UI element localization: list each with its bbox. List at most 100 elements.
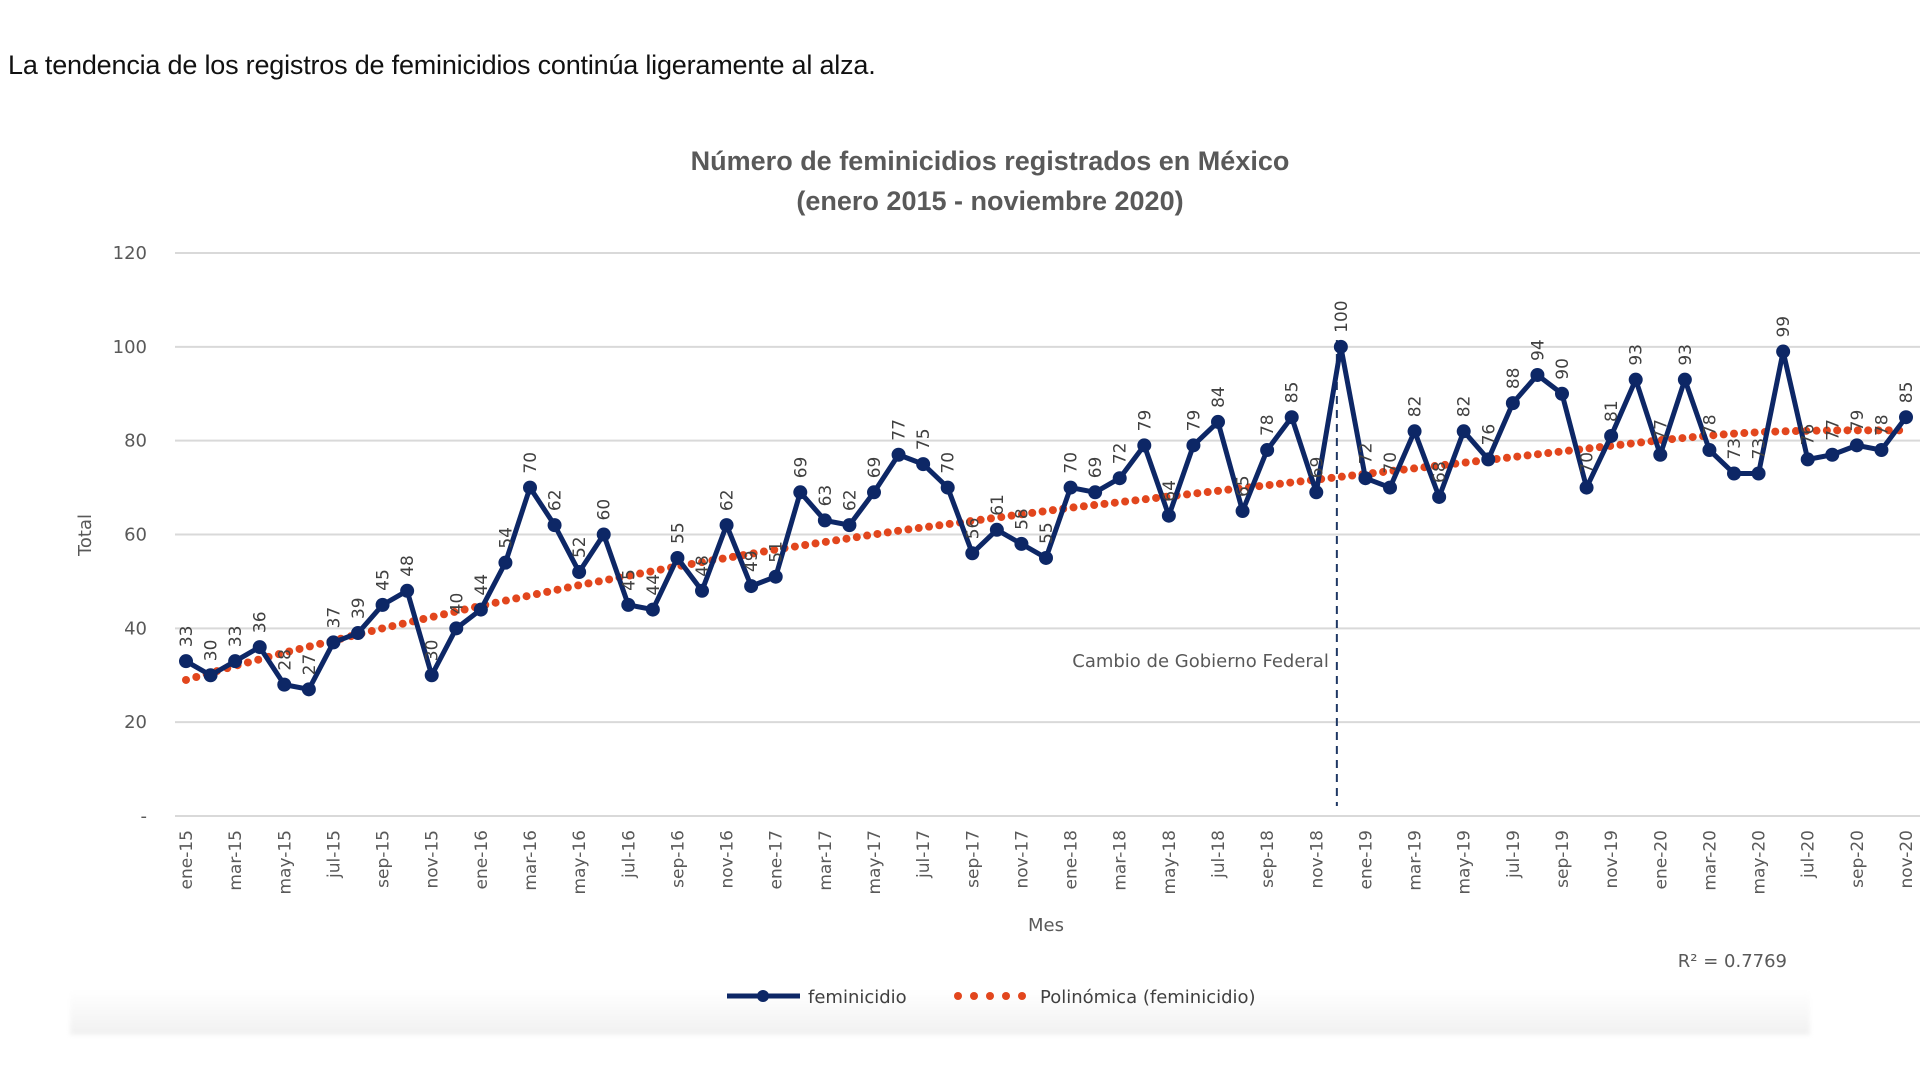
data-point bbox=[301, 682, 316, 697]
trend-dot bbox=[460, 605, 469, 614]
trend-dot bbox=[563, 583, 572, 592]
trend-dot bbox=[863, 531, 872, 540]
trend-dot bbox=[501, 596, 510, 605]
trend-dot bbox=[1296, 477, 1305, 486]
data-label: 100 bbox=[1332, 300, 1352, 332]
data-point bbox=[547, 518, 562, 533]
data-point bbox=[1333, 339, 1348, 354]
trend-dot bbox=[274, 650, 283, 659]
legend-marker-feminicidio bbox=[757, 990, 769, 1002]
data-point bbox=[1874, 443, 1889, 458]
trend-dot bbox=[1337, 472, 1346, 481]
trend-dot bbox=[1884, 426, 1893, 435]
trend-dot bbox=[429, 612, 438, 621]
legend: feminicidio Polinómica (feminicidio) bbox=[727, 987, 1256, 1008]
trend-dot bbox=[398, 619, 407, 628]
data-label: 70 bbox=[521, 452, 541, 474]
data-label: 44 bbox=[472, 574, 492, 596]
data-point bbox=[252, 640, 267, 655]
x-tick-label: nov-19 bbox=[1602, 830, 1622, 889]
trend-dot bbox=[873, 529, 882, 538]
trend-dot bbox=[1327, 473, 1336, 482]
data-point bbox=[621, 597, 636, 612]
trend-dot bbox=[749, 549, 758, 558]
x-tick-label: nov-15 bbox=[423, 830, 443, 889]
trend-dot bbox=[553, 585, 562, 594]
data-label: 27 bbox=[300, 654, 320, 676]
x-tick-label: jul-20 bbox=[1799, 830, 1819, 879]
data-label: 70 bbox=[939, 452, 959, 474]
data-label: 76 bbox=[1479, 424, 1499, 446]
data-label: 28 bbox=[275, 649, 295, 671]
data-label: 73 bbox=[1750, 438, 1770, 460]
data-label: 40 bbox=[447, 593, 467, 615]
data-label: 72 bbox=[1356, 443, 1376, 465]
feminicidio-series bbox=[179, 339, 1913, 697]
trend-dot bbox=[935, 521, 944, 530]
trend-dot bbox=[182, 675, 190, 684]
x-tick-label: may-17 bbox=[865, 830, 885, 895]
data-label: 94 bbox=[1528, 339, 1548, 361]
data-label: 69 bbox=[791, 457, 811, 479]
x-tick-label: nov-16 bbox=[718, 830, 738, 889]
trend-dot bbox=[883, 528, 892, 537]
data-point bbox=[1849, 438, 1864, 453]
data-point bbox=[1161, 508, 1176, 523]
trend-dot bbox=[1399, 465, 1408, 474]
legend-dots-trend bbox=[954, 992, 1026, 1000]
data-label: 60 bbox=[595, 499, 615, 521]
trend-dot bbox=[1771, 427, 1780, 436]
data-label: 69 bbox=[1307, 457, 1327, 479]
data-point bbox=[744, 579, 759, 594]
trend-dot bbox=[1668, 435, 1677, 444]
data-point bbox=[351, 626, 365, 641]
trend-dot bbox=[646, 567, 655, 576]
trend-dot bbox=[378, 624, 387, 633]
trend-dot bbox=[997, 513, 1006, 522]
data-label: 55 bbox=[668, 522, 688, 544]
x-tick-label: sep-19 bbox=[1553, 830, 1573, 888]
data-point bbox=[1800, 452, 1815, 467]
data-label: 33 bbox=[177, 626, 197, 648]
data-point bbox=[1776, 344, 1791, 359]
trend-dot bbox=[1224, 485, 1233, 494]
trend-dot bbox=[1626, 439, 1635, 448]
x-tick-label: nov-18 bbox=[1307, 830, 1327, 889]
data-label: 76 bbox=[1799, 424, 1819, 446]
data-point bbox=[1112, 471, 1127, 486]
trend-dot bbox=[1379, 467, 1388, 476]
x-axis-ticks: ene-15 mar-15 may-15 jul-15 sep-15 nov-15 ene-… bbox=[177, 830, 1917, 895]
data-label: 33 bbox=[226, 626, 246, 648]
data-label: 68 bbox=[1430, 461, 1450, 483]
data-point bbox=[596, 527, 611, 542]
trend-dot bbox=[532, 590, 541, 599]
trend-dot bbox=[1410, 464, 1419, 473]
x-tick-label: sep-18 bbox=[1258, 830, 1278, 888]
trend-dot bbox=[1533, 450, 1542, 459]
x-tick-label: jul-17 bbox=[914, 830, 934, 879]
trend-dot bbox=[594, 577, 603, 586]
y-axis-ticks: - 20 40 60 80 100 120 bbox=[113, 243, 147, 827]
data-point bbox=[1309, 485, 1324, 500]
trend-dot bbox=[1585, 444, 1594, 453]
annotation-text: Cambio de Gobierno Federal bbox=[1072, 651, 1329, 672]
trend-dot bbox=[1007, 511, 1016, 520]
legend-label-trend: Polinómica (feminicidio) bbox=[1040, 987, 1256, 1008]
data-point bbox=[1727, 466, 1741, 481]
trend-dot bbox=[986, 514, 995, 523]
trend-dot bbox=[1678, 434, 1687, 443]
trend-dot bbox=[1812, 426, 1821, 435]
x-tick-label: may-18 bbox=[1160, 830, 1180, 895]
data-point bbox=[498, 555, 513, 570]
data-label: 85 bbox=[1897, 382, 1917, 404]
trend-dot bbox=[636, 569, 645, 578]
data-point bbox=[449, 621, 464, 636]
data-label: 39 bbox=[349, 597, 369, 619]
data-point bbox=[1677, 372, 1692, 387]
data-label: 51 bbox=[767, 541, 787, 563]
trend-dot bbox=[894, 526, 903, 535]
data-point bbox=[867, 485, 881, 500]
legend-label-feminicidio: feminicidio bbox=[808, 987, 907, 1008]
trend-dot bbox=[543, 587, 552, 596]
data-label: 62 bbox=[840, 489, 860, 511]
